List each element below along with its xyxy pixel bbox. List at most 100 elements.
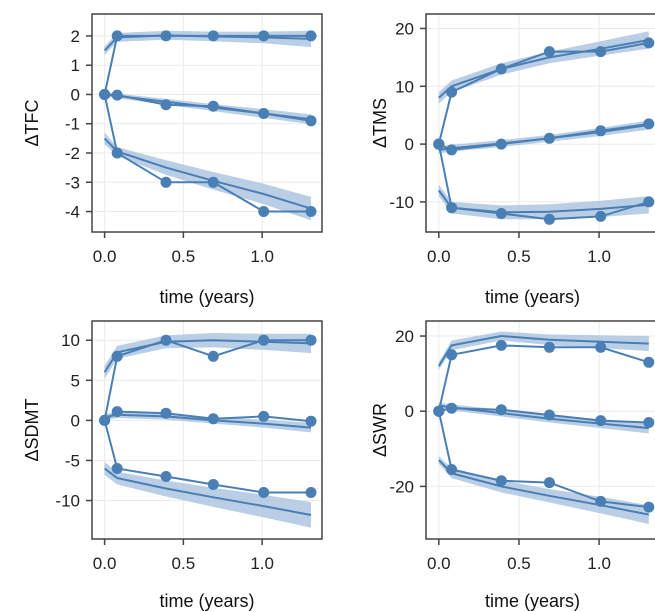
observed-line-1 <box>103 34 311 95</box>
x-tick-label: 1.0 <box>587 247 611 266</box>
y-tick-label: 10 <box>61 331 80 350</box>
data-point <box>111 89 123 101</box>
y-tick-label: -1 <box>65 115 80 134</box>
data-point <box>207 176 219 188</box>
data-point <box>643 417 655 428</box>
plot-area <box>99 333 317 528</box>
x-tick-label: 0.0 <box>93 247 117 266</box>
data-point <box>595 46 607 58</box>
data-point <box>643 356 655 368</box>
x-tick-label: 1.0 <box>587 554 611 573</box>
data-point <box>495 339 507 351</box>
data-point <box>305 334 317 346</box>
x-tick-label: 0.5 <box>172 554 196 573</box>
y-tick-label: 1 <box>71 56 80 75</box>
y-tick-label: 20 <box>395 327 414 346</box>
data-point <box>160 334 172 346</box>
y-tick-label: 2 <box>71 27 80 46</box>
y-tick-label: -10 <box>55 492 80 511</box>
y-tick-label: -5 <box>65 451 80 470</box>
data-point <box>543 213 555 225</box>
data-point <box>160 30 172 42</box>
x-axis-label: time (years) <box>485 287 580 307</box>
y-axis-label: ΔTFC <box>22 99 42 146</box>
data-point <box>495 138 507 150</box>
x-tick-label: 0.0 <box>427 554 451 573</box>
panel-2: 0.0 0.5 1.0 20 10 0 -10 time (years) ΔTMS <box>370 13 655 307</box>
data-point <box>207 479 219 490</box>
x-axis-label: time (years) <box>159 591 254 611</box>
data-point <box>595 495 607 507</box>
data-point <box>643 118 655 130</box>
fitted-line-1 <box>437 334 649 367</box>
data-point <box>258 206 270 217</box>
data-point <box>543 409 555 421</box>
y-tick-label: 0 <box>71 85 80 104</box>
data-point <box>111 30 123 42</box>
observed-line-3 <box>437 143 650 221</box>
data-point <box>595 210 607 222</box>
data-point <box>543 341 555 353</box>
data-point <box>446 402 458 414</box>
observed-line-1 <box>437 41 649 145</box>
data-point <box>258 108 270 119</box>
confidence-band-1 <box>104 30 311 55</box>
data-point <box>99 89 111 100</box>
data-point <box>207 100 219 112</box>
data-point <box>160 176 172 188</box>
data-point <box>643 501 655 513</box>
data-point <box>543 132 555 144</box>
x-tick-label: 1.0 <box>250 247 274 266</box>
data-point <box>595 415 607 427</box>
data-point <box>258 30 270 42</box>
x-tick-label: 0.5 <box>507 554 531 573</box>
y-tick-label: 0 <box>405 402 414 421</box>
data-point <box>99 414 111 426</box>
data-point <box>446 349 458 361</box>
data-point <box>446 464 458 475</box>
data-point <box>111 463 123 474</box>
y-axis-label: ΔSWR <box>370 403 390 457</box>
data-point <box>111 147 123 159</box>
data-point <box>160 407 172 419</box>
plot-area <box>433 331 655 524</box>
panel-1: 0.0 0.5 1.0 2 1 0 -1 -2 -3 -4 time (years) ΔTFC <box>22 13 323 307</box>
axes-frame <box>425 320 655 540</box>
confidence-band-3 <box>104 462 311 528</box>
data-point <box>207 350 219 362</box>
observed-line-1 <box>103 339 311 421</box>
confidence-band-3 <box>438 456 649 524</box>
y-tick-label: 20 <box>395 19 414 38</box>
data-point <box>160 99 172 111</box>
panel-4: 0.0 0.5 1.0 20 0 -20 time (years) ΔSWR <box>370 320 655 611</box>
data-point <box>305 206 317 217</box>
plot-area <box>99 30 317 221</box>
x-axis-label: time (years) <box>485 591 580 611</box>
data-point <box>495 404 507 416</box>
data-point <box>258 487 270 498</box>
data-point <box>305 487 317 498</box>
observed-line-3 <box>103 420 311 494</box>
data-point <box>543 46 555 58</box>
data-point <box>495 475 507 487</box>
data-point <box>595 341 607 353</box>
y-tick-label: 10 <box>395 77 414 96</box>
data-point <box>643 37 655 49</box>
y-axis-label: ΔTMS <box>370 98 390 148</box>
data-point <box>305 30 317 42</box>
y-tick-label: 5 <box>71 371 80 390</box>
data-point <box>595 125 607 137</box>
observed-line-3 <box>103 94 311 213</box>
data-point <box>207 30 219 42</box>
data-point <box>433 138 445 150</box>
y-tick-label: -20 <box>389 477 414 496</box>
observed-line-3 <box>437 410 649 509</box>
data-point <box>258 334 270 346</box>
y-tick-label: 0 <box>71 411 80 430</box>
fitted-line-3 <box>103 467 312 516</box>
panel-3: 0.0 0.5 1.0 10 5 0 -5 -10 time (years) ΔSDMT <box>22 320 323 611</box>
data-point <box>305 415 317 427</box>
x-tick-label: 0.0 <box>427 247 451 266</box>
y-axis-label: ΔSDMT <box>22 398 42 461</box>
